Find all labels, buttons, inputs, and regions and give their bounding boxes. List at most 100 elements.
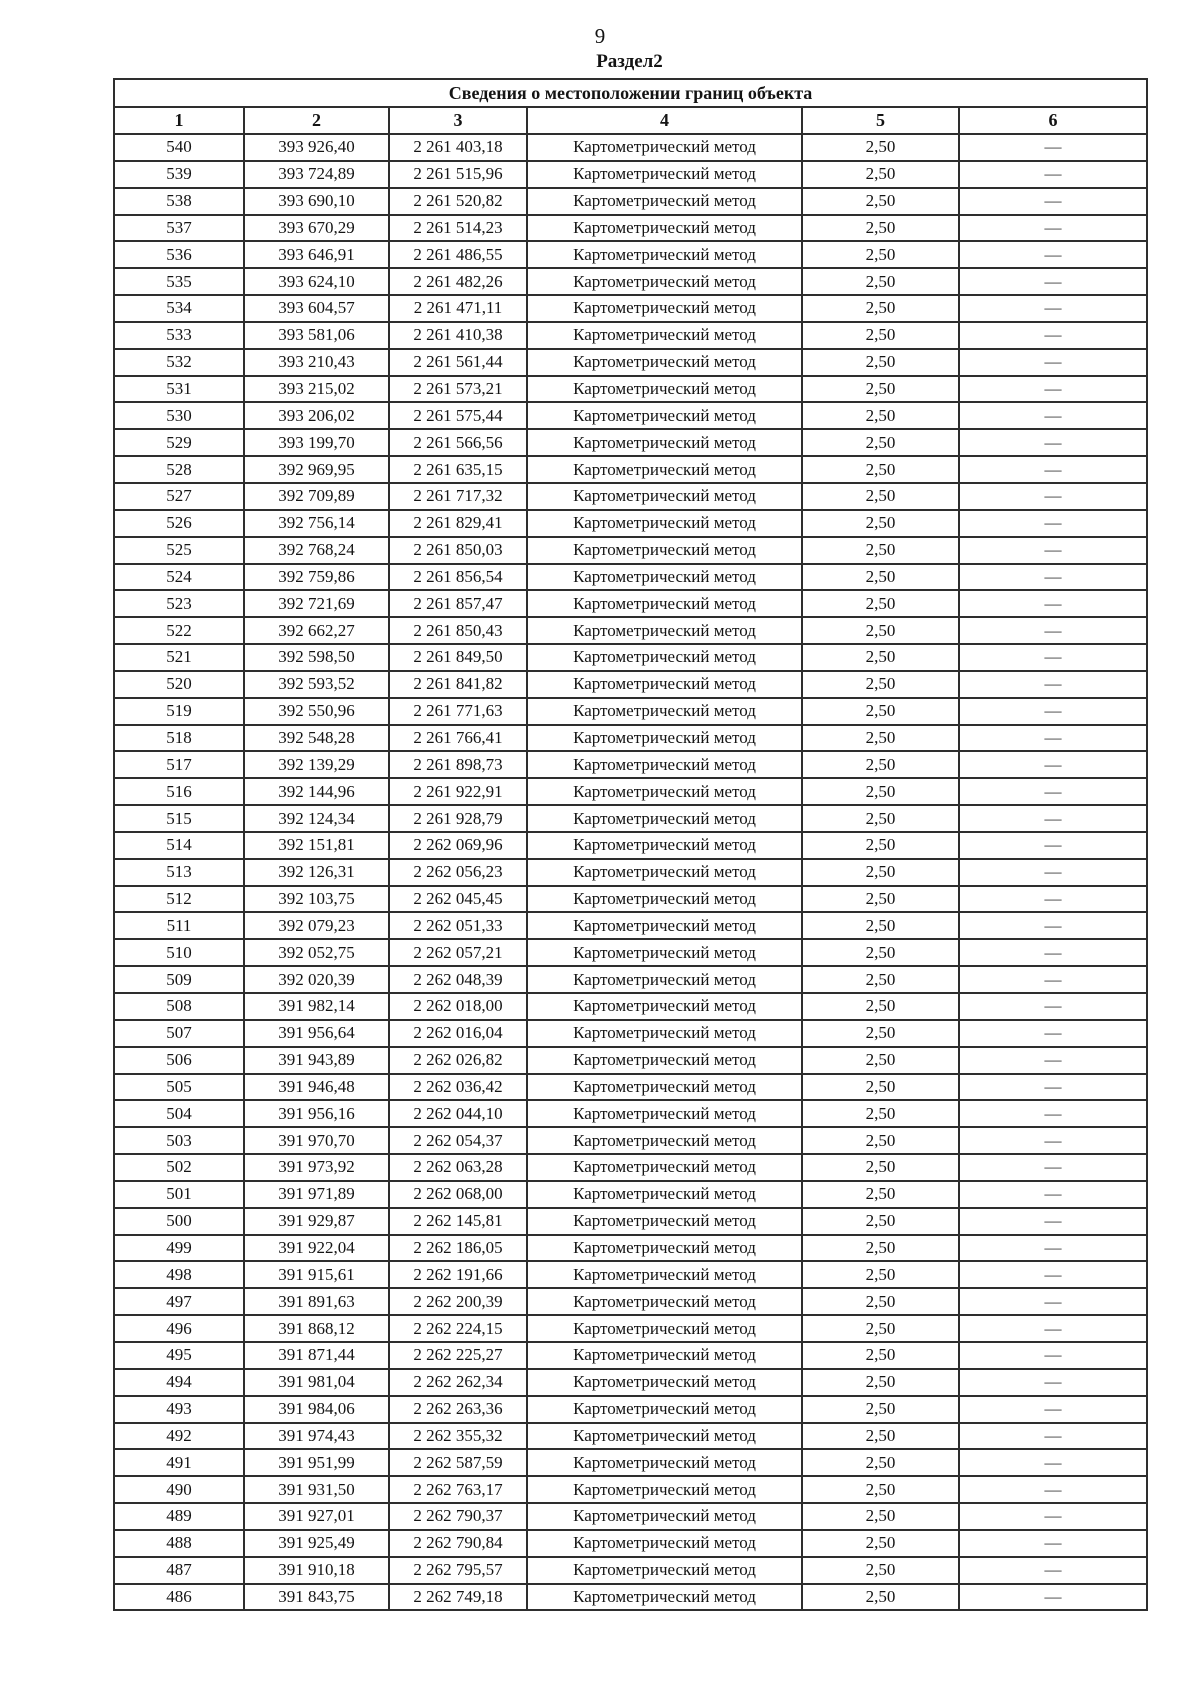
table-body: 540 393 926,40 2 261 403,18 Картометрически… xyxy=(113,133,1149,1612)
point-number-cell: 511 xyxy=(113,911,245,941)
precision-cell: 2,50 xyxy=(801,1314,960,1343)
precision-cell: 2,50 xyxy=(801,669,960,699)
precision-cell: 2,50 xyxy=(801,1287,960,1317)
point-number-cell: 491 xyxy=(113,1448,245,1478)
method-cell: Картометрический метод xyxy=(526,1394,803,1424)
table-row: 491 391 951,99 2 262 587,59 Картометрически… xyxy=(113,1448,1149,1478)
table-row: 520 392 593,52 2 261 841,82 Картометрически… xyxy=(113,669,1149,699)
y-coordinate-cell: 2 262 355,32 xyxy=(388,1421,528,1451)
x-coordinate-cell: 391 868,12 xyxy=(243,1314,390,1343)
table-row: 507 391 956,64 2 262 016,04 Картометрически… xyxy=(113,1018,1149,1048)
point-number-cell: 510 xyxy=(113,938,245,968)
precision-cell: 2,50 xyxy=(801,777,960,807)
point-number-cell: 520 xyxy=(113,669,245,699)
no-data-cell: — xyxy=(957,857,1149,887)
no-data-cell: — xyxy=(957,777,1149,807)
x-coordinate-cell: 391 946,48 xyxy=(243,1072,390,1102)
y-coordinate-cell: 2 262 057,21 xyxy=(388,938,528,968)
point-number-cell: 521 xyxy=(113,643,245,672)
method-cell: Картометрический метод xyxy=(526,1153,803,1182)
y-coordinate-cell: 2 262 054,37 xyxy=(388,1126,528,1156)
precision-cell: 2,50 xyxy=(801,1340,960,1370)
no-data-cell: — xyxy=(957,616,1149,646)
table-row: 500 391 929,87 2 262 145,81 Картометрически… xyxy=(113,1206,1149,1236)
y-coordinate-cell: 2 262 068,00 xyxy=(388,1179,528,1209)
method-cell: Картометрический метод xyxy=(526,1421,803,1451)
precision-cell: 2,50 xyxy=(801,696,960,726)
point-number-cell: 493 xyxy=(113,1394,245,1424)
method-cell: Картометрический метод xyxy=(526,1340,803,1370)
no-data-cell: — xyxy=(957,1260,1149,1290)
precision-cell: 2,50 xyxy=(801,1072,960,1102)
point-number-cell: 533 xyxy=(113,320,245,350)
method-cell: Картометрический метод xyxy=(526,1099,803,1129)
method-cell: Картометрический метод xyxy=(526,294,803,323)
method-cell: Картометрический метод xyxy=(526,535,803,565)
table-row: 502 391 973,92 2 262 063,28 Картометрически… xyxy=(113,1153,1149,1182)
y-coordinate-cell: 2 261 403,18 xyxy=(388,133,528,162)
table-row: 493 391 984,06 2 262 263,36 Картометрически… xyxy=(113,1394,1149,1424)
y-coordinate-cell: 2 262 790,37 xyxy=(388,1502,528,1531)
no-data-cell: — xyxy=(957,1072,1149,1102)
x-coordinate-cell: 391 922,04 xyxy=(243,1233,390,1263)
precision-cell: 2,50 xyxy=(801,562,960,592)
y-coordinate-cell: 2 262 186,05 xyxy=(388,1233,528,1263)
y-coordinate-cell: 2 262 263,36 xyxy=(388,1394,528,1424)
point-number-cell: 500 xyxy=(113,1206,245,1236)
table-row: 525 392 768,24 2 261 850,03 Картометрически… xyxy=(113,535,1149,565)
y-coordinate-cell: 2 262 795,57 xyxy=(388,1555,528,1585)
precision-cell: 2,50 xyxy=(801,1448,960,1478)
x-coordinate-cell: 393 926,40 xyxy=(243,133,390,162)
x-coordinate-cell: 391 929,87 xyxy=(243,1206,390,1236)
table-row: 499 391 922,04 2 262 186,05 Картометрически… xyxy=(113,1233,1149,1263)
method-cell: Картометрический метод xyxy=(526,1233,803,1263)
section-title: Раздел2 xyxy=(596,51,663,72)
method-cell: Картометрический метод xyxy=(526,1072,803,1102)
no-data-cell: — xyxy=(957,1528,1149,1558)
table-row: 530 393 206,02 2 261 575,44 Картометрически… xyxy=(113,401,1149,431)
y-coordinate-cell: 2 262 044,10 xyxy=(388,1099,528,1129)
y-coordinate-cell: 2 261 928,79 xyxy=(388,804,528,833)
y-coordinate-cell: 2 261 482,26 xyxy=(388,267,528,297)
method-cell: Картометрический метод xyxy=(526,159,803,189)
method-cell: Картометрический метод xyxy=(526,1555,803,1585)
no-data-cell: — xyxy=(957,1582,1149,1612)
method-cell: Картометрический метод xyxy=(526,965,803,994)
no-data-cell: — xyxy=(957,965,1149,994)
no-data-cell: — xyxy=(957,240,1149,270)
method-cell: Картометрический метод xyxy=(526,1314,803,1343)
y-coordinate-cell: 2 261 898,73 xyxy=(388,750,528,780)
x-coordinate-cell: 391 956,64 xyxy=(243,1018,390,1048)
point-number-cell: 505 xyxy=(113,1072,245,1102)
y-coordinate-cell: 2 262 056,23 xyxy=(388,857,528,887)
y-coordinate-cell: 2 262 051,33 xyxy=(388,911,528,941)
table-row: 539 393 724,89 2 261 515,96 Картометрически… xyxy=(113,159,1149,189)
no-data-cell: — xyxy=(957,804,1149,833)
precision-cell: 2,50 xyxy=(801,1233,960,1263)
point-number-cell: 494 xyxy=(113,1367,245,1397)
no-data-cell: — xyxy=(957,696,1149,726)
method-cell: Картометрический метод xyxy=(526,938,803,968)
no-data-cell: — xyxy=(957,750,1149,780)
point-number-cell: 514 xyxy=(113,830,245,860)
y-coordinate-cell: 2 261 849,50 xyxy=(388,643,528,672)
no-data-cell: — xyxy=(957,428,1149,458)
table-row: 538 393 690,10 2 261 520,82 Картометрически… xyxy=(113,186,1149,216)
precision-cell: 2,50 xyxy=(801,535,960,565)
table-row: 490 391 931,50 2 262 763,17 Картометрически… xyxy=(113,1475,1149,1505)
y-coordinate-cell: 2 262 048,39 xyxy=(388,965,528,994)
point-number-cell: 519 xyxy=(113,696,245,726)
x-coordinate-cell: 393 604,57 xyxy=(243,294,390,323)
no-data-cell: — xyxy=(957,1314,1149,1343)
precision-cell: 2,50 xyxy=(801,1421,960,1451)
precision-cell: 2,50 xyxy=(801,1367,960,1397)
precision-cell: 2,50 xyxy=(801,830,960,860)
table-row: 529 393 199,70 2 261 566,56 Картометрически… xyxy=(113,428,1149,458)
column-number-1: 1 xyxy=(113,106,245,135)
precision-cell: 2,50 xyxy=(801,1153,960,1182)
x-coordinate-cell: 392 969,95 xyxy=(243,455,390,484)
point-number-cell: 499 xyxy=(113,1233,245,1263)
method-cell: Картометрический метод xyxy=(526,857,803,887)
method-cell: Картометрический метод xyxy=(526,455,803,484)
point-number-cell: 530 xyxy=(113,401,245,431)
